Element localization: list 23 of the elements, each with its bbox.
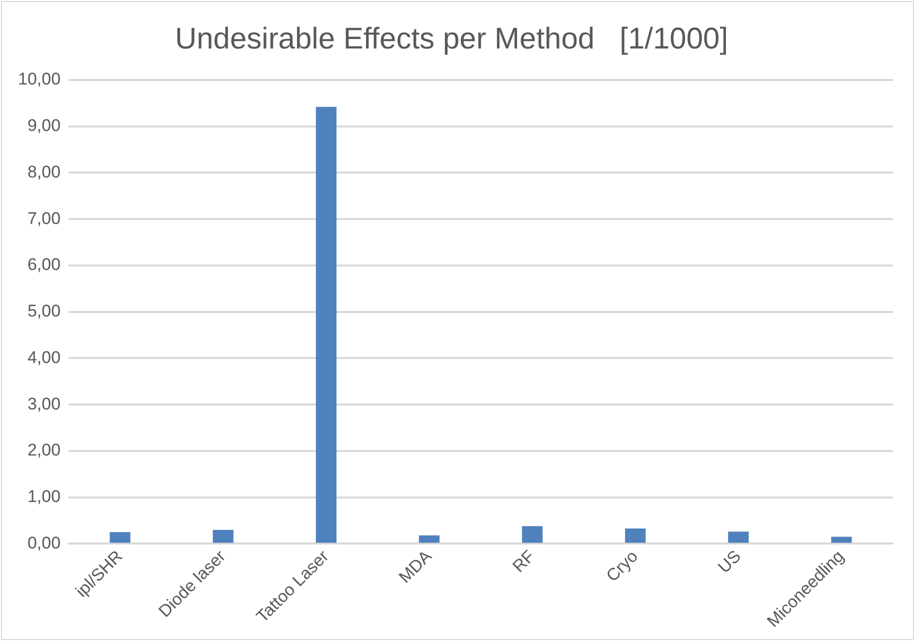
- bar: [728, 532, 749, 543]
- x-tick-label: RF: [508, 546, 538, 576]
- chart-title: Undesirable Effects per Method [1/1000]: [174, 22, 728, 56]
- bar: [212, 530, 234, 543]
- y-tick-label: 6,00: [27, 255, 61, 274]
- y-tick-label: 10,00: [18, 70, 61, 89]
- y-tick-label: 4,00: [27, 348, 61, 367]
- y-tick-label: 0,00: [27, 533, 61, 552]
- x-tick-label: US: [714, 546, 745, 577]
- bar: [418, 535, 440, 543]
- y-tick-label: 7,00: [27, 208, 61, 228]
- bar: [110, 532, 130, 543]
- y-tick-label: 8,00: [27, 162, 61, 182]
- y-tick-label: 3,00: [27, 394, 61, 414]
- y-tick-label: 9,00: [27, 116, 61, 136]
- bar: [625, 528, 646, 543]
- bar: [831, 536, 852, 543]
- y-tick-label: 2,00: [27, 440, 61, 460]
- y-tick-label: 1,00: [27, 487, 61, 506]
- bar: [316, 106, 336, 543]
- y-tick-label: 5,00: [27, 302, 61, 321]
- bar: [522, 526, 543, 543]
- x-tick-label: Cryo: [602, 546, 642, 586]
